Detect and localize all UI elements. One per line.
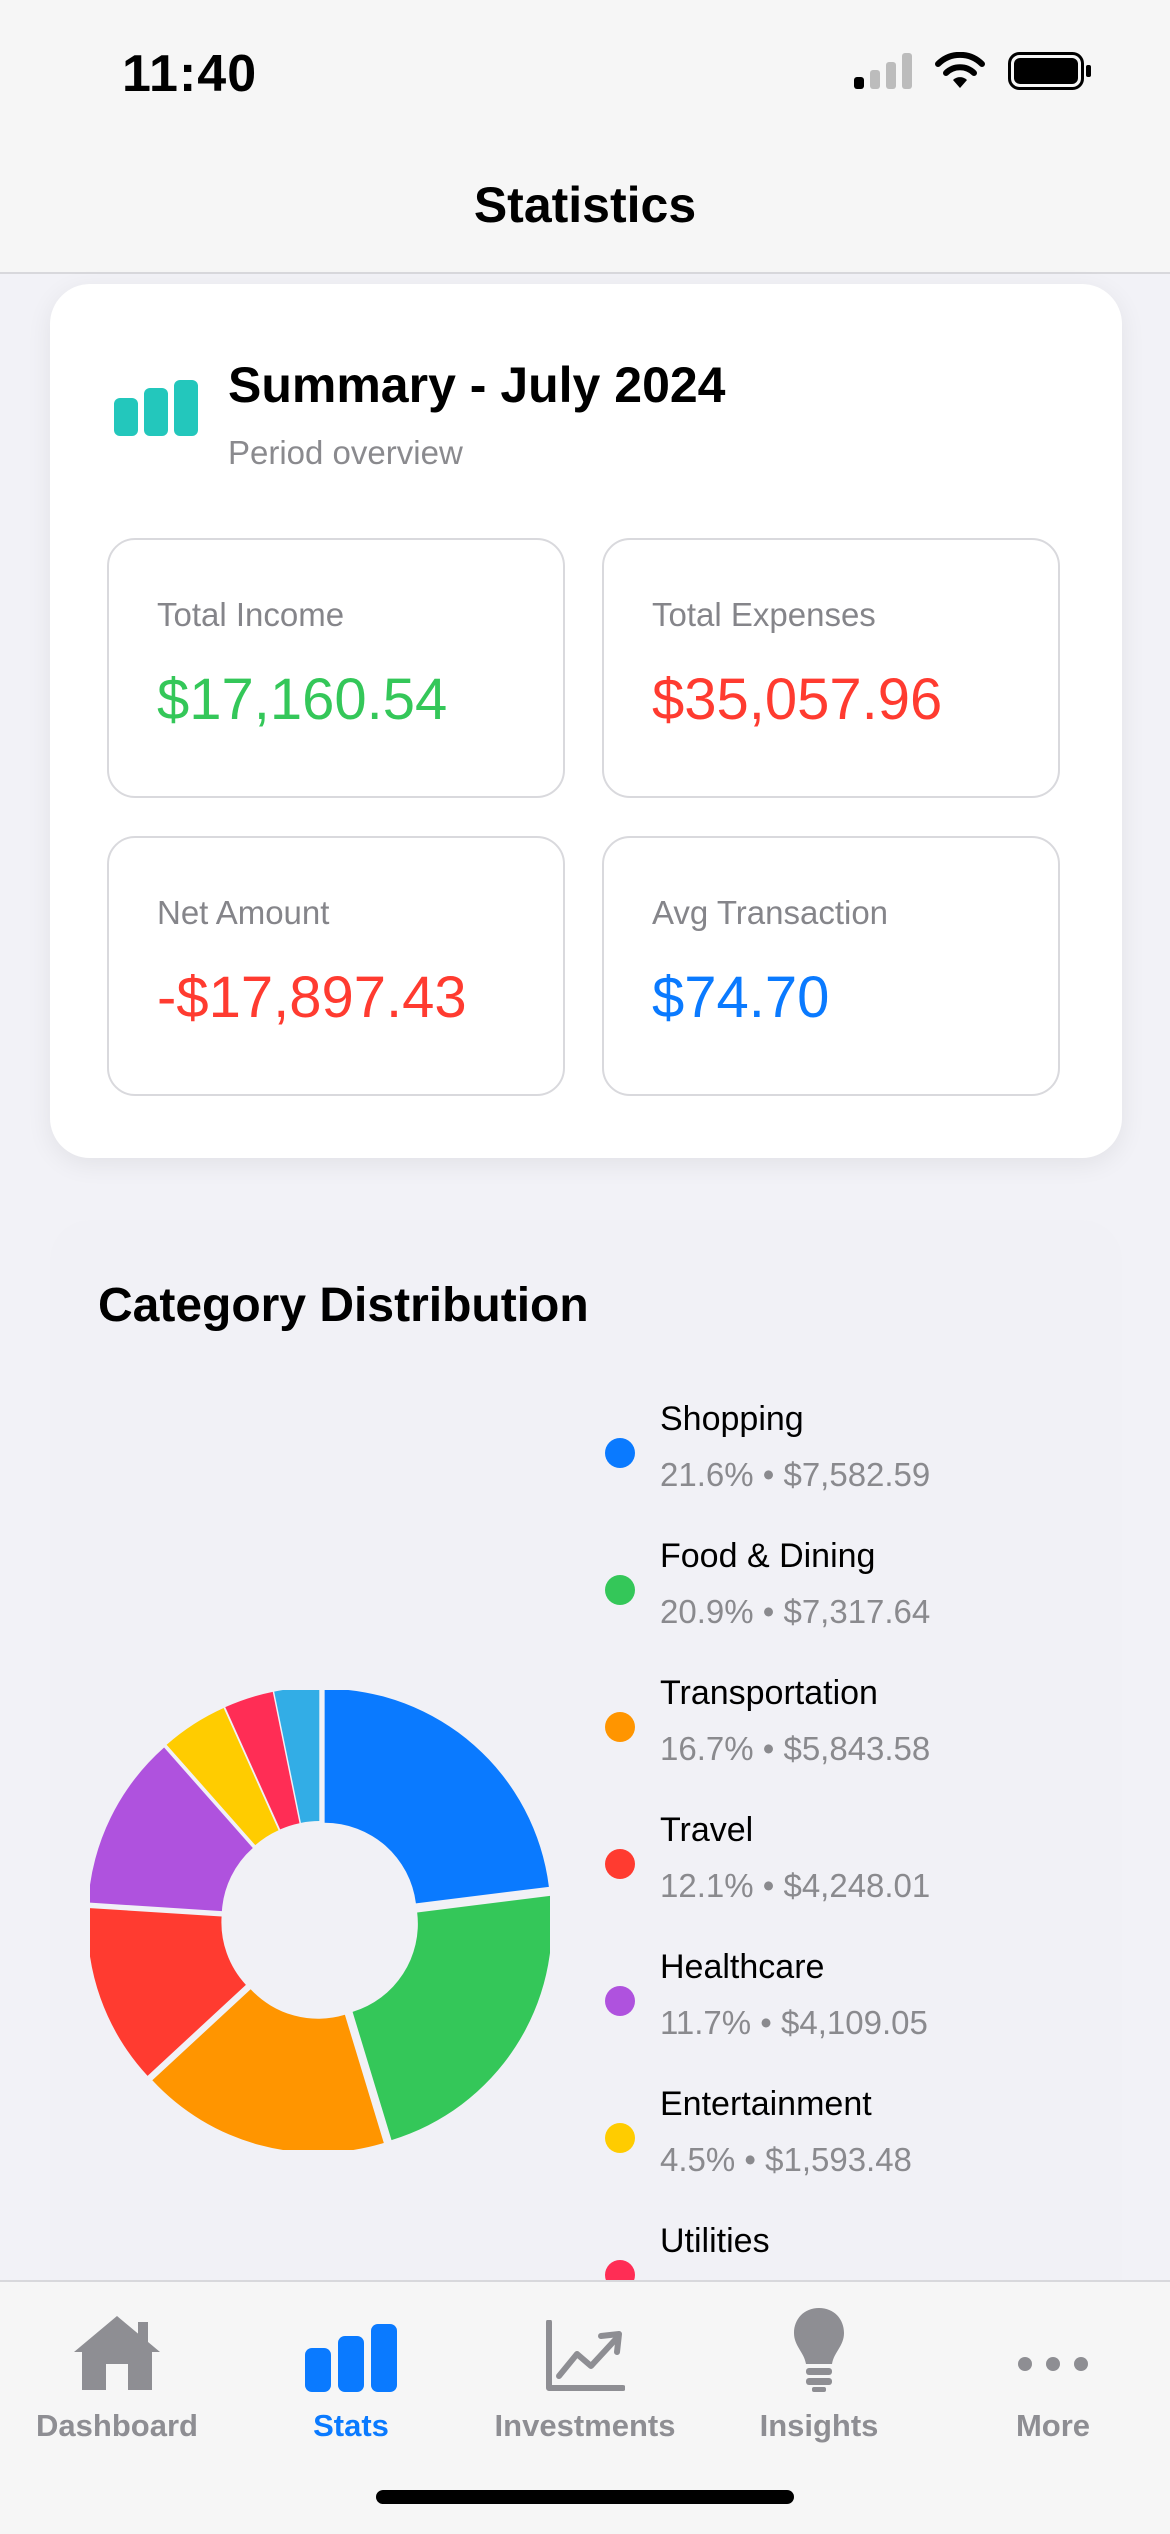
house-icon (74, 2316, 160, 2390)
stat-value: $17,160.54 (157, 667, 448, 732)
tab-insights[interactable]: Insights (702, 2302, 936, 2444)
cellular-signal-icon (854, 53, 912, 89)
lightbulb-icon (794, 2308, 844, 2392)
category-distribution-card: Category Distribution Shopping 21.6% • $… (50, 1220, 1122, 2320)
status-bar: 11:40 (0, 0, 1170, 150)
donut-slice-shopping[interactable] (324, 1690, 549, 1904)
donut-chart (90, 1690, 550, 2150)
status-time: 11:40 (122, 45, 258, 103)
legend-dot (605, 1712, 635, 1742)
stat-label: Total Expenses (652, 596, 876, 633)
section-title: Category Distribution (98, 1279, 589, 1332)
legend-name: Food & Dining (660, 1537, 876, 1575)
nav-header: Statistics (0, 150, 1170, 274)
legend-dot (605, 1986, 635, 2016)
tab-label: Investments (494, 2408, 676, 2443)
donut-slice-entertainment[interactable] (166, 1707, 279, 1846)
page-title: Statistics (473, 177, 697, 233)
donut-slice-travel[interactable] (90, 1908, 246, 2076)
legend-dot (605, 2123, 635, 2153)
tab-label: Dashboard (36, 2408, 198, 2443)
legend-detail: 11.7% • $4,109.05 (660, 2004, 928, 2041)
total-income-box: Total Income $17,160.54 (107, 538, 565, 798)
donut-slice-healthcare[interactable] (90, 1747, 253, 1912)
legend-detail: 12.1% • $4,248.01 (660, 1867, 931, 1904)
stat-label: Avg Transaction (652, 894, 889, 931)
legend-dot (605, 1575, 635, 1605)
home-indicator (376, 2490, 794, 2504)
tab-investments[interactable]: Investments (468, 2302, 702, 2444)
stat-value: $35,057.96 (652, 667, 943, 732)
legend-detail: 20.9% • $7,317.64 (660, 1593, 931, 1630)
net-amount-box: Net Amount -$17,897.43 (107, 836, 565, 1096)
donut-slice-utilities[interactable] (225, 1691, 300, 1830)
legend-name: Transportation (660, 1674, 878, 1712)
tab-label: Stats (313, 2408, 389, 2443)
tab-more[interactable]: More (936, 2302, 1170, 2444)
legend-name: Utilities (660, 2222, 770, 2260)
legend-name: Travel (660, 1811, 754, 1849)
more-dots-icon (1018, 2357, 1088, 2371)
legend-name: Entertainment (660, 2085, 872, 2123)
legend-name: Healthcare (660, 1948, 825, 1986)
tab-dashboard[interactable]: Dashboard (0, 2302, 234, 2444)
donut-slice-other[interactable] (274, 1690, 320, 1823)
legend-detail: 16.7% • $5,843.58 (660, 1730, 931, 1767)
legend-dot (605, 1438, 635, 1468)
tab-stats[interactable]: Stats (234, 2302, 468, 2444)
legend-dot (605, 1849, 635, 1879)
stat-value: -$17,897.43 (157, 965, 467, 1030)
chart-bar-icon (305, 2324, 397, 2392)
avg-transaction-box: Avg Transaction $74.70 (602, 836, 1060, 1096)
status-icons (854, 52, 1092, 90)
summary-title: Summary - July 2024 (228, 357, 726, 413)
battery-icon (1008, 52, 1091, 90)
tab-label: Insights (759, 2408, 879, 2443)
stat-label: Total Income (157, 596, 345, 633)
trend-chart-icon (546, 2320, 625, 2391)
total-expenses-box: Total Expenses $35,057.96 (602, 538, 1060, 798)
stat-value: $74.70 (652, 965, 830, 1030)
wifi-icon (935, 52, 985, 88)
summary-card: Summary - July 2024 Period overview Tota… (50, 284, 1122, 1158)
stat-label: Net Amount (157, 894, 330, 931)
legend-name: Shopping (660, 1400, 804, 1438)
summary-subtitle: Period overview (228, 434, 463, 471)
legend-detail: 21.6% • $7,582.59 (660, 1456, 931, 1493)
legend-detail: 4.5% • $1,593.48 (660, 2141, 912, 2178)
chart-bar-icon (114, 380, 198, 436)
donut-slice-transportation[interactable] (152, 1989, 384, 2150)
tab-label: More (1015, 2408, 1091, 2443)
donut-slice-food-dining[interactable] (352, 1895, 550, 2141)
